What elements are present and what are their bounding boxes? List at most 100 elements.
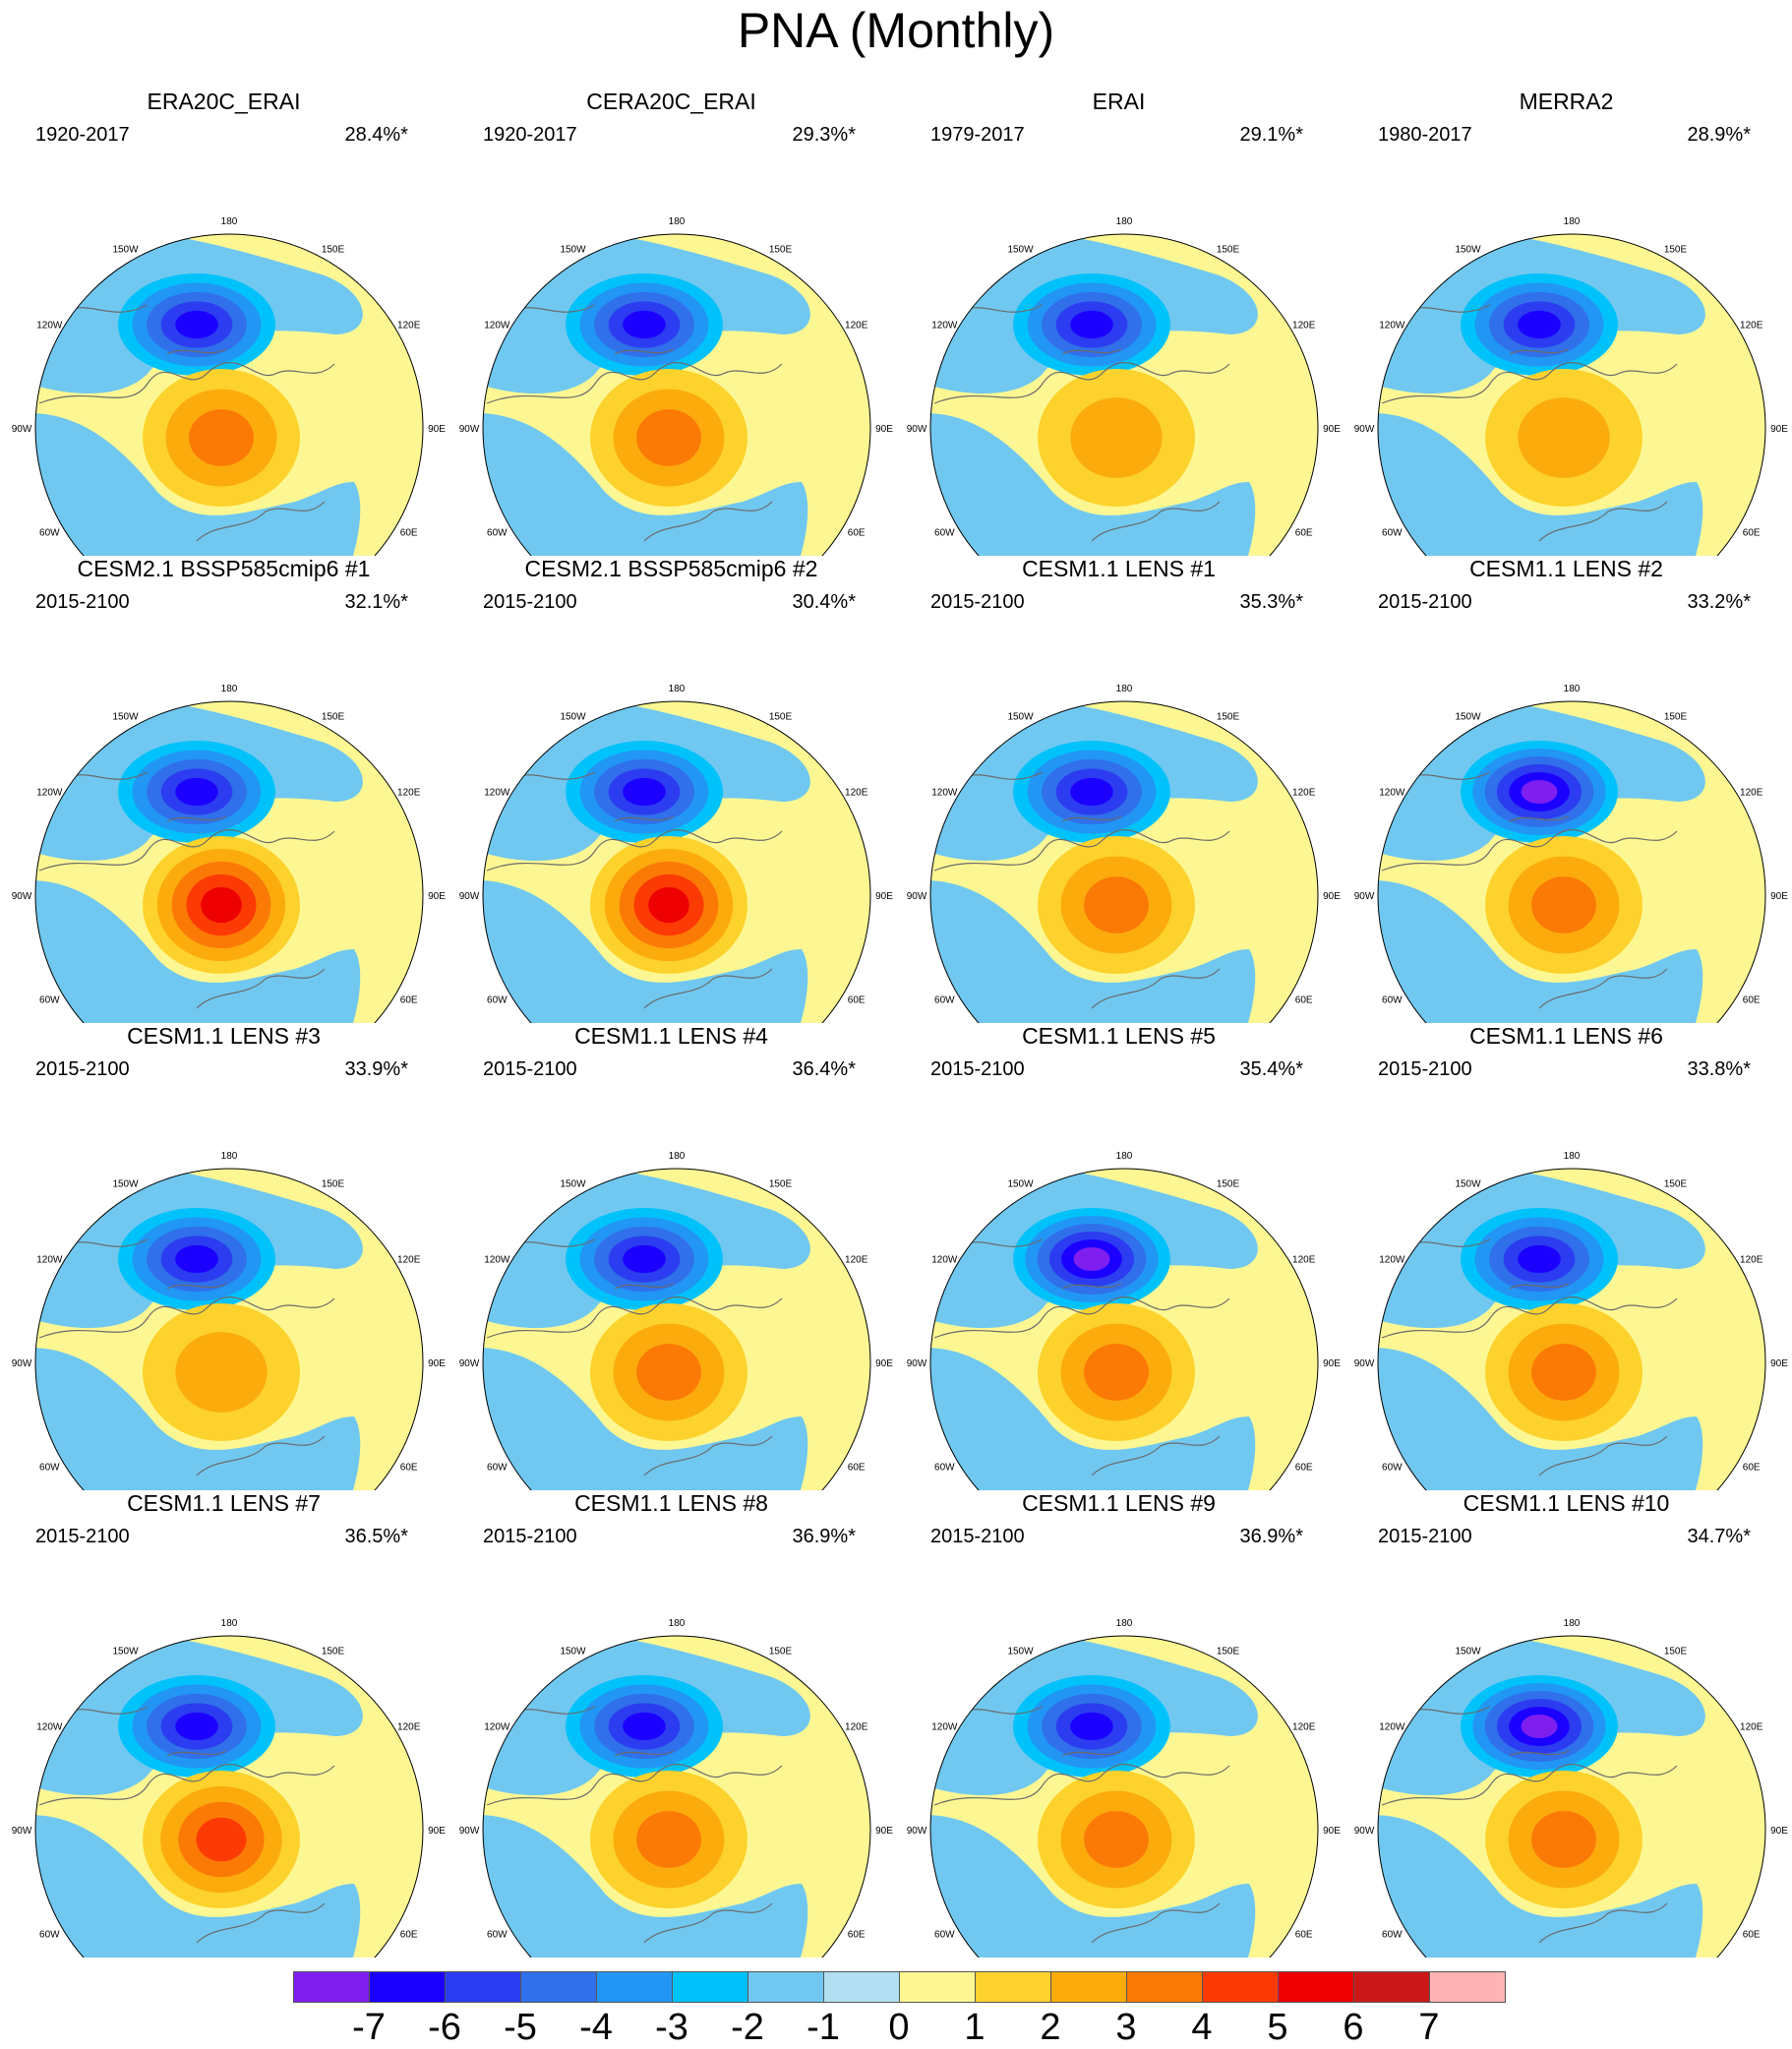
longitude-label: 60W bbox=[39, 1930, 60, 1941]
field-contours bbox=[483, 1636, 870, 1958]
longitude-label: 180 bbox=[221, 1151, 238, 1162]
panel-variance: 29.3%* bbox=[792, 124, 857, 146]
contour-level-pos3 bbox=[636, 409, 701, 466]
longitude-label: 90W bbox=[459, 1826, 480, 1837]
contour-level-neg1 bbox=[1378, 1348, 1703, 1490]
longitude-label: 90E bbox=[428, 1826, 446, 1837]
field-contours bbox=[35, 701, 423, 1023]
longitude-label: 120E bbox=[397, 788, 421, 799]
longitude-label: 90W bbox=[1354, 424, 1375, 435]
figure-title: PNA (Monthly) bbox=[737, 3, 1055, 58]
panel-variance: 36.4%* bbox=[792, 1058, 857, 1080]
colorbar-swatch bbox=[672, 1971, 748, 2003]
colorbar-swatch bbox=[747, 1971, 824, 2003]
colorbar-swatch bbox=[1353, 1971, 1430, 2003]
longitude-label: 120E bbox=[845, 1722, 868, 1733]
longitude-label: 90E bbox=[1770, 891, 1788, 902]
panel-variance: 35.4%* bbox=[1239, 1058, 1304, 1080]
panel-title: ERAI bbox=[1092, 89, 1146, 114]
contour-level-pos3 bbox=[1084, 876, 1149, 934]
colorbar-swatch bbox=[1050, 1971, 1127, 2003]
polar-map: 180150E120E90E60E30E030W60W90W120W150W bbox=[1354, 1618, 1788, 1958]
colorbar-tick-label: -7 bbox=[352, 2007, 386, 2048]
longitude-label: 180 bbox=[1116, 216, 1133, 227]
longitude-label: 150W bbox=[1007, 1646, 1034, 1657]
longitude-label: 120E bbox=[845, 788, 868, 799]
longitude-label: 60W bbox=[39, 995, 60, 1006]
longitude-label: 60E bbox=[400, 528, 418, 539]
longitude-label: 180 bbox=[1564, 216, 1581, 227]
contour-level-neg6 bbox=[175, 1244, 218, 1274]
longitude-label: 150E bbox=[769, 244, 793, 255]
longitude-label: 150W bbox=[1455, 1646, 1481, 1657]
longitude-label: 90W bbox=[1354, 1358, 1375, 1369]
longitude-label: 150W bbox=[112, 1646, 139, 1657]
panel-title: CESM2.1 BSSP585cmip6 #1 bbox=[77, 556, 371, 581]
longitude-label: 60E bbox=[400, 1463, 418, 1474]
longitude-label: 90W bbox=[459, 1358, 480, 1369]
longitude-label: 120W bbox=[931, 1255, 958, 1266]
longitude-label: 120E bbox=[1740, 1255, 1763, 1266]
contour-level-neg6 bbox=[623, 1712, 666, 1741]
contour-level-pos3 bbox=[636, 1811, 701, 1868]
longitude-label: 60E bbox=[1743, 1463, 1761, 1474]
longitude-label: 90W bbox=[459, 891, 480, 902]
longitude-label: 150W bbox=[1455, 711, 1481, 722]
contour-level-neg6 bbox=[175, 777, 218, 807]
panel-title: CESM1.1 LENS #3 bbox=[127, 1023, 321, 1049]
longitude-label: 120W bbox=[931, 321, 958, 331]
longitude-label: 120W bbox=[1379, 1255, 1405, 1266]
map-panel: 180150E120E90E60E30E030W60W90W120W150WCE… bbox=[448, 1490, 895, 1958]
longitude-label: 120E bbox=[1740, 321, 1763, 331]
longitude-label: 150E bbox=[1217, 711, 1240, 722]
colorbar-swatch bbox=[899, 1971, 976, 2003]
contour-level-neg6 bbox=[175, 310, 218, 339]
longitude-label: 60W bbox=[487, 995, 508, 1006]
longitude-label: 150W bbox=[112, 244, 139, 255]
panel-title: CESM1.1 LENS #8 bbox=[574, 1490, 768, 1516]
longitude-label: 150E bbox=[769, 711, 793, 722]
map-outline bbox=[34, 1168, 424, 1490]
longitude-label: 150W bbox=[112, 1178, 139, 1189]
longitude-label: 60E bbox=[400, 995, 418, 1006]
longitude-label: 60W bbox=[934, 995, 955, 1006]
panel-title: CESM1.1 LENS #7 bbox=[127, 1490, 321, 1516]
panel-period: 1920-2017 bbox=[483, 124, 577, 146]
contour-level-neg1 bbox=[1378, 880, 1703, 1023]
panel-variance: 33.8%* bbox=[1687, 1058, 1752, 1080]
panel-variance: 32.1%* bbox=[344, 591, 409, 613]
colorbar-swatch bbox=[293, 1971, 370, 2003]
map-outline bbox=[34, 700, 424, 1023]
coastlines bbox=[38, 1706, 335, 1944]
longitude-label: 60W bbox=[1382, 1930, 1403, 1941]
contour-level-neg1 bbox=[483, 880, 808, 1023]
coastlines bbox=[38, 771, 335, 1009]
colorbar-swatch bbox=[369, 1971, 446, 2003]
contour-level-neg6 bbox=[175, 1712, 218, 1741]
coastlines bbox=[486, 304, 783, 542]
map-outline bbox=[482, 1168, 871, 1490]
longitude-label: 120E bbox=[1292, 1722, 1316, 1733]
longitude-label: 180 bbox=[1116, 1618, 1133, 1629]
map-panel: 180150E120E90E60E30E030W60W90W120W150WCE… bbox=[1343, 1023, 1790, 1490]
longitude-label: 180 bbox=[669, 1151, 686, 1162]
longitude-label: 180 bbox=[1564, 1618, 1581, 1629]
coastlines bbox=[1381, 1238, 1678, 1476]
panel-variance: 36.9%* bbox=[1239, 1526, 1304, 1547]
longitude-label: 60E bbox=[848, 528, 866, 539]
map-outline bbox=[1377, 1168, 1766, 1490]
map-panel: 180150E120E90E60E30E030W60W90W120W150WCE… bbox=[448, 1023, 895, 1490]
coastlines bbox=[1381, 304, 1678, 542]
coastlines bbox=[38, 1238, 335, 1476]
longitude-label: 60W bbox=[487, 1930, 508, 1941]
polar-map: 180150E120E90E60E30E030W60W90W120W150W bbox=[907, 684, 1341, 1023]
map-outline bbox=[1377, 1635, 1766, 1958]
colorbar-tick-label: 0 bbox=[888, 2007, 910, 2048]
longitude-label: 60W bbox=[39, 1463, 60, 1474]
longitude-label: 120E bbox=[397, 321, 421, 331]
contour-level-neg1 bbox=[930, 1815, 1256, 1958]
longitude-label: 90E bbox=[1323, 1826, 1341, 1837]
map-outline bbox=[482, 1635, 871, 1958]
coastlines bbox=[486, 771, 783, 1009]
colorbar-tick-label: -5 bbox=[504, 2007, 537, 2048]
